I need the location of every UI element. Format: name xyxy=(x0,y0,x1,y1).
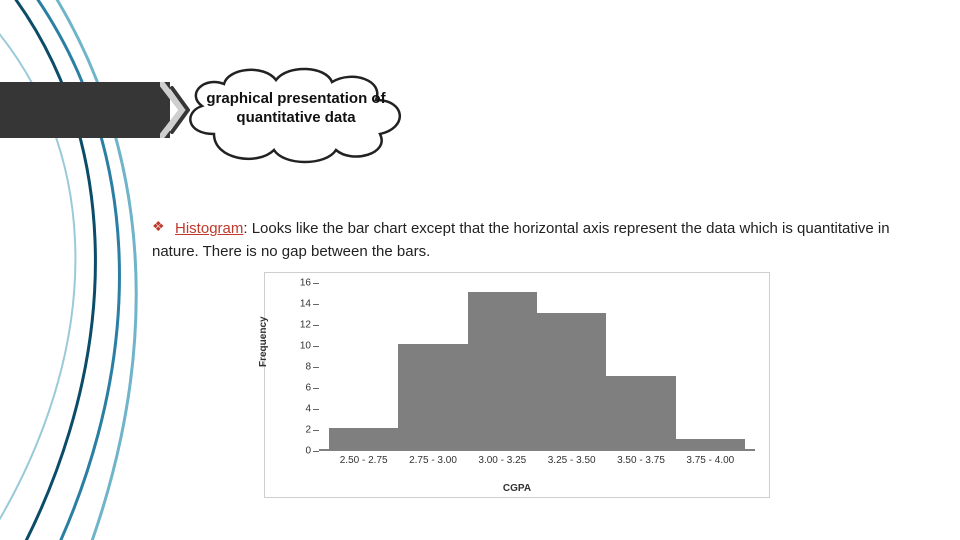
chart-inner: Frequency CGPA 02468101214162.50 - 2.752… xyxy=(265,273,769,497)
y-tick xyxy=(313,409,319,410)
histogram-chart: Frequency CGPA 02468101214162.50 - 2.752… xyxy=(264,272,770,498)
x-tick-label: 3.50 - 3.75 xyxy=(606,455,675,466)
bullet-marker-icon: ❖ xyxy=(152,218,165,235)
bullet-term: Histogram xyxy=(175,220,243,237)
slide-root: graphical presentation of quantitative d… xyxy=(0,0,960,540)
y-tick xyxy=(313,304,319,305)
histogram-bar xyxy=(606,376,675,450)
x-tick-label: 2.50 - 2.75 xyxy=(329,455,398,466)
y-tick-label: 6 xyxy=(289,383,311,394)
histogram-bar xyxy=(468,292,537,450)
y-tick xyxy=(313,325,319,326)
y-tick xyxy=(313,388,319,389)
y-tick xyxy=(313,346,319,347)
y-tick-label: 16 xyxy=(289,278,311,289)
y-tick-label: 12 xyxy=(289,320,311,331)
x-tick-label: 3.00 - 3.25 xyxy=(468,455,537,466)
bullet-text: Histogram: Looks like the bar chart exce… xyxy=(152,220,890,260)
y-tick xyxy=(313,430,319,431)
y-tick-label: 8 xyxy=(289,362,311,373)
bullet-sep: : xyxy=(243,220,251,237)
x-axis-line xyxy=(319,449,755,451)
x-tick-label: 3.75 - 4.00 xyxy=(676,455,745,466)
cloud-title-line2: quantitative data xyxy=(236,109,355,126)
histogram-bar xyxy=(398,344,467,449)
x-tick-label: 2.75 - 3.00 xyxy=(398,455,467,466)
bullet-description: Looks like the bar chart except that the… xyxy=(152,220,890,260)
x-axis-label: CGPA xyxy=(265,483,769,494)
histogram-bar xyxy=(676,439,745,450)
cloud-title-line1: graphical presentation of xyxy=(206,90,385,107)
plot-area xyxy=(319,283,755,451)
y-axis-label: Frequency xyxy=(258,316,269,367)
cloud-title: graphical presentation of quantitative d… xyxy=(196,90,396,128)
histogram-bar xyxy=(329,428,398,449)
y-tick-label: 10 xyxy=(289,341,311,352)
y-tick xyxy=(313,367,319,368)
y-tick-label: 0 xyxy=(289,446,311,457)
histogram-bar xyxy=(537,313,606,450)
bullet-paragraph: ❖ Histogram: Looks like the bar chart ex… xyxy=(152,218,922,263)
y-tick xyxy=(313,283,319,284)
x-tick-label: 3.25 - 3.50 xyxy=(537,455,606,466)
y-tick xyxy=(313,451,319,452)
y-tick-label: 4 xyxy=(289,404,311,415)
y-tick-label: 2 xyxy=(289,425,311,436)
y-tick-label: 14 xyxy=(289,299,311,310)
header-block xyxy=(0,82,170,138)
